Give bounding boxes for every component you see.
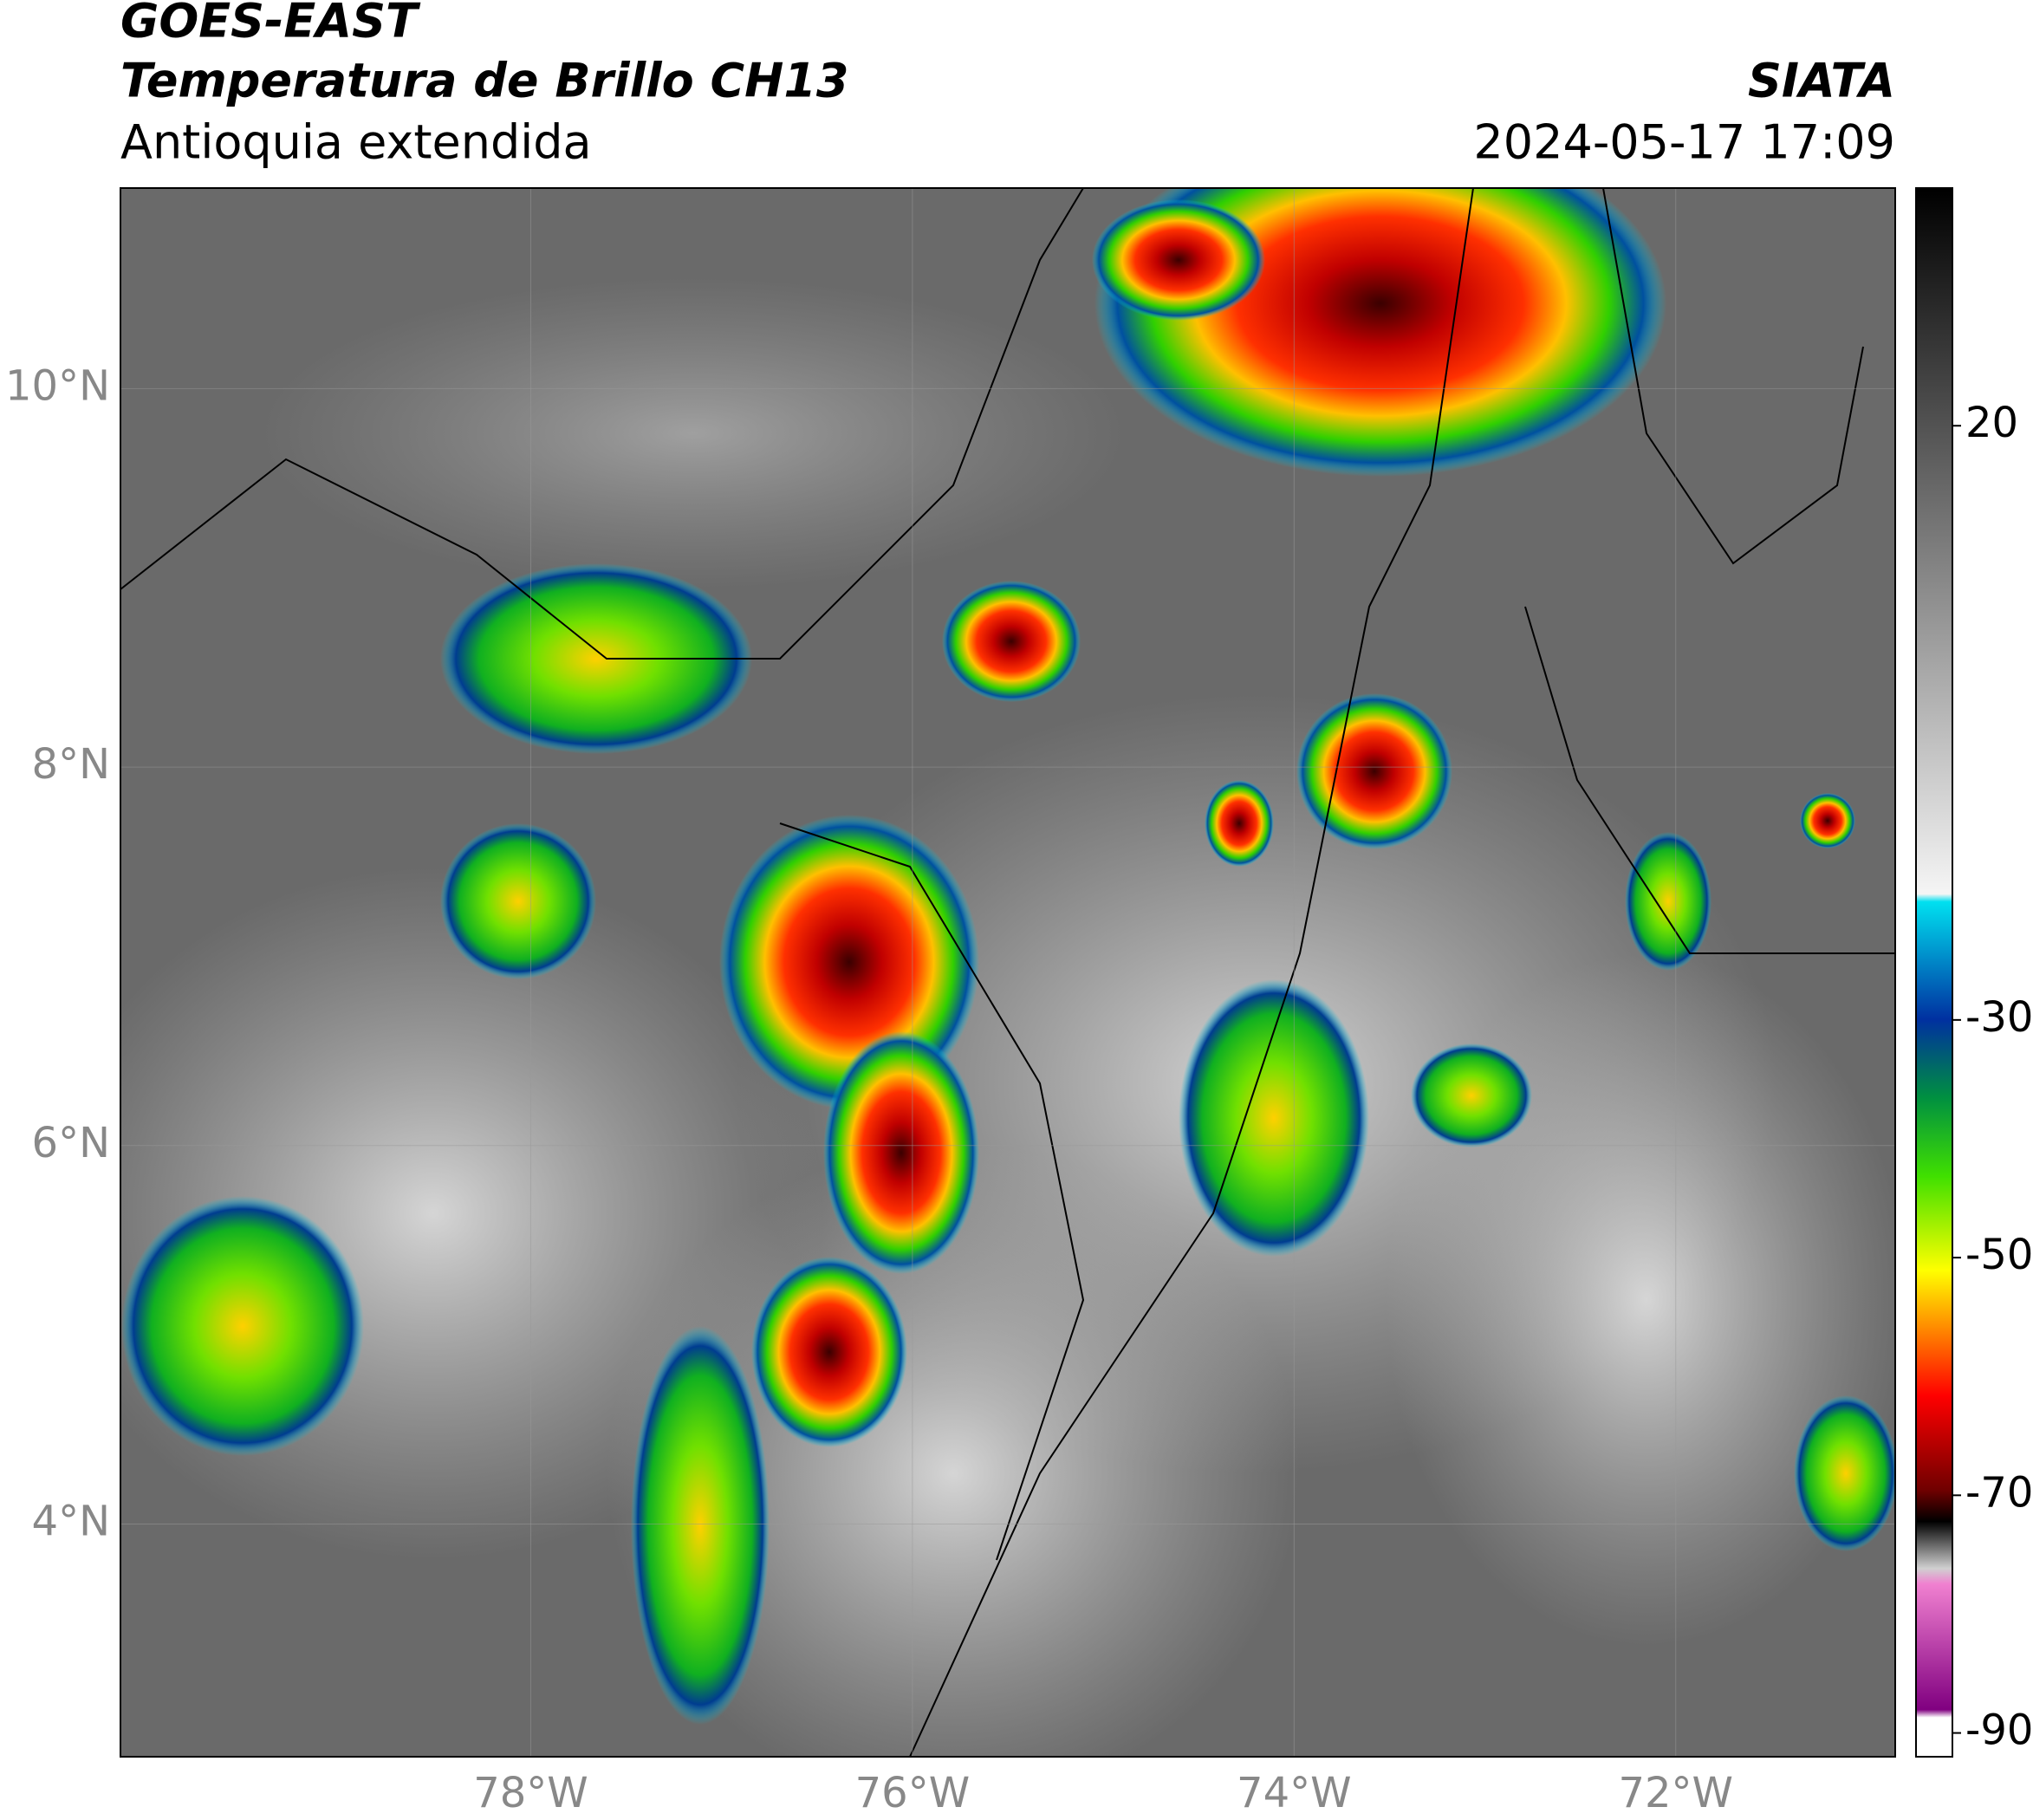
grid (120, 188, 1895, 1757)
y-tick-label: 8°N (32, 740, 110, 789)
y-tick-label: 4°N (32, 1497, 110, 1545)
y-tick-label: 10°N (5, 361, 110, 410)
map-frame (120, 187, 1896, 1758)
colorbar-tick-label: -50 (1965, 1231, 2033, 1279)
x-tick-label: 78°W (473, 1769, 588, 1817)
source: SIATA (1748, 54, 1895, 108)
y-tick-label: 6°N (32, 1119, 110, 1167)
region: Antioquia extendida (120, 115, 592, 170)
satellite-image (120, 188, 1895, 1757)
x-tick-label: 72°W (1618, 1769, 1733, 1817)
subtitle: Temperatura de Brillo CH13 (120, 54, 849, 108)
title: GOES-EAST (120, 0, 421, 49)
colorbar-tick-label: 20 (1965, 399, 2018, 447)
colorbar-tick-label: -70 (1965, 1468, 2033, 1517)
datetime: 2024-05-17 17:09 (1473, 115, 1895, 170)
colorbar-tick-label: -90 (1965, 1706, 2033, 1755)
x-tick-label: 76°W (855, 1769, 971, 1817)
colorbar (1915, 187, 1953, 1758)
x-tick-label: 74°W (1237, 1769, 1352, 1817)
colorbar-tick-label: -30 (1965, 993, 2033, 1042)
